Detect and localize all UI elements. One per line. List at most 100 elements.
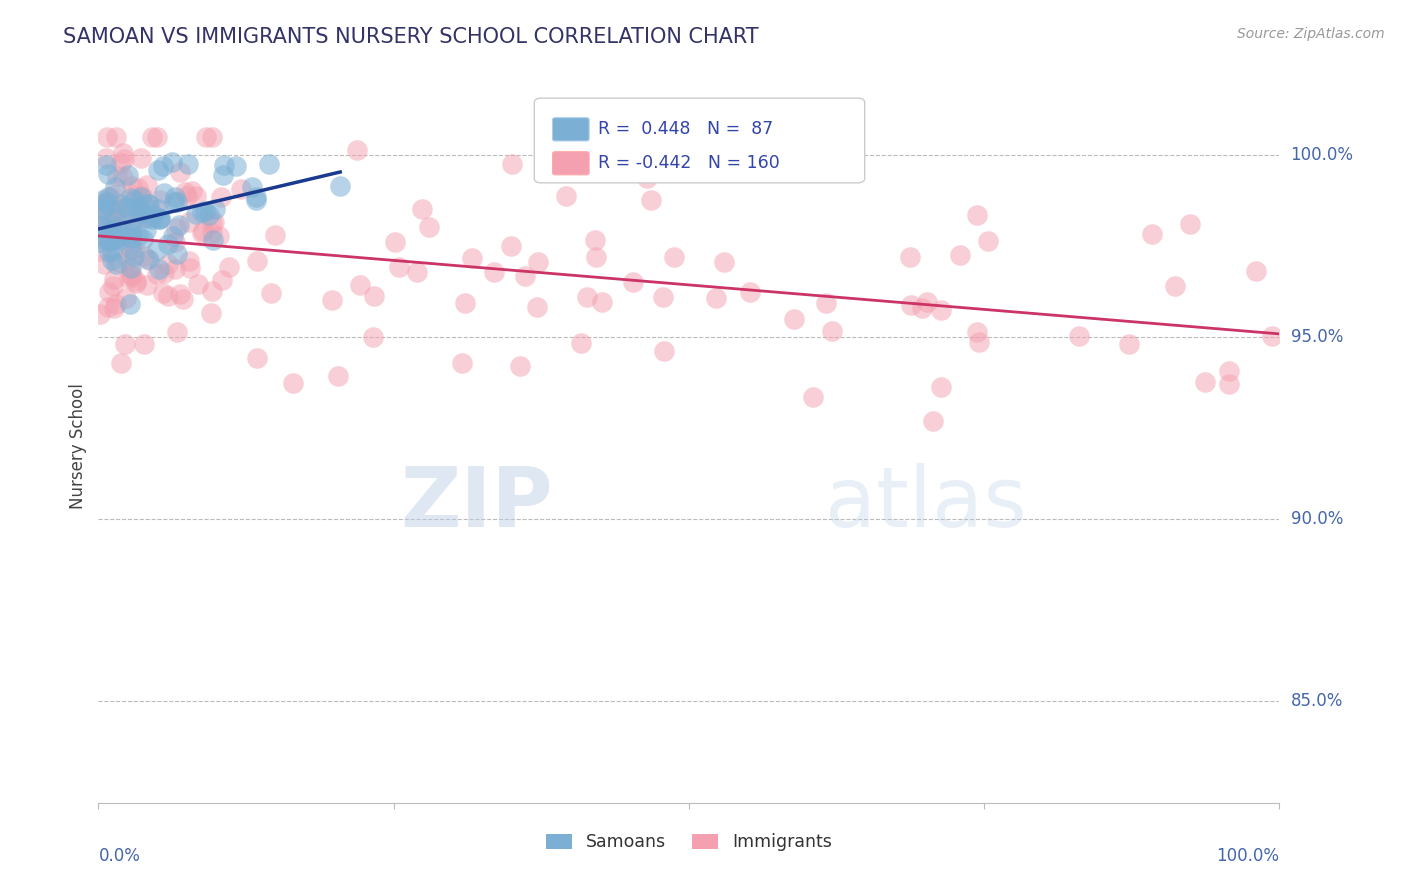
Point	[166, 194, 188, 209]
Point	[115, 292, 138, 306]
Point	[97, 300, 120, 314]
Point	[176, 189, 198, 203]
Point	[97, 167, 120, 181]
Point	[363, 330, 385, 344]
Point	[583, 232, 606, 246]
Point	[112, 223, 135, 237]
Point	[129, 151, 152, 165]
Point	[120, 226, 142, 240]
Point	[104, 180, 127, 194]
Point	[218, 260, 240, 275]
Point	[110, 155, 132, 169]
Point	[801, 390, 824, 404]
Point	[107, 254, 129, 268]
Point	[98, 234, 121, 248]
Point	[100, 244, 122, 258]
Point	[138, 252, 160, 267]
Point	[91, 193, 114, 207]
Point	[240, 180, 263, 194]
Point	[166, 325, 188, 339]
Point	[156, 257, 179, 271]
Point	[89, 212, 111, 227]
Point	[89, 218, 111, 232]
Point	[898, 250, 921, 264]
Point	[94, 196, 117, 211]
Point	[120, 191, 142, 205]
Point	[105, 219, 128, 234]
Point	[623, 275, 645, 289]
Point	[211, 168, 233, 182]
Point	[105, 257, 128, 271]
Point	[134, 336, 156, 351]
Point	[98, 190, 121, 204]
Point	[166, 247, 188, 261]
Point	[167, 218, 190, 232]
Point	[115, 251, 138, 265]
Point	[97, 197, 120, 211]
Point	[349, 277, 371, 292]
Text: R =  0.448   N =  87: R = 0.448 N = 87	[598, 120, 773, 138]
Point	[949, 248, 972, 262]
Text: 0.0%: 0.0%	[98, 847, 141, 865]
Point	[122, 242, 145, 256]
Point	[201, 226, 224, 240]
Point	[384, 235, 406, 249]
Point	[225, 159, 247, 173]
Point	[110, 227, 132, 241]
Point	[740, 285, 762, 299]
Point	[208, 228, 231, 243]
Point	[454, 295, 477, 310]
Point	[821, 324, 844, 338]
Point	[977, 234, 1000, 248]
Text: 90.0%: 90.0%	[1291, 510, 1343, 528]
Point	[93, 202, 115, 217]
Point	[1260, 329, 1282, 343]
Point	[418, 220, 440, 235]
Point	[184, 207, 207, 221]
Point	[120, 260, 142, 275]
Point	[460, 251, 482, 265]
Point	[201, 234, 224, 248]
Point	[118, 241, 141, 255]
Point	[97, 190, 120, 204]
Point	[229, 182, 252, 196]
Point	[576, 290, 599, 304]
Point	[112, 152, 135, 166]
Point	[329, 179, 352, 194]
Point	[177, 254, 200, 268]
Point	[194, 204, 217, 219]
Point	[527, 254, 550, 268]
Point	[921, 414, 943, 428]
Point	[114, 337, 136, 351]
Point	[169, 286, 191, 301]
Point	[141, 129, 163, 144]
Point	[201, 284, 224, 298]
Point	[165, 221, 187, 235]
Point	[591, 295, 613, 310]
Point	[1164, 279, 1187, 293]
Point	[90, 211, 112, 225]
Point	[112, 145, 135, 160]
Point	[105, 129, 128, 144]
Point	[363, 289, 385, 303]
Point	[108, 233, 131, 247]
Point	[141, 212, 163, 227]
Point	[120, 220, 142, 235]
Point	[128, 193, 150, 207]
Point	[484, 265, 506, 279]
Point	[138, 252, 160, 266]
Point	[117, 168, 139, 182]
Point	[152, 186, 174, 201]
Point	[501, 239, 523, 253]
Point	[156, 237, 179, 252]
Point	[281, 376, 304, 391]
Point	[451, 356, 474, 370]
Text: Source: ZipAtlas.com: Source: ZipAtlas.com	[1237, 27, 1385, 41]
Point	[153, 266, 176, 280]
Point	[120, 296, 142, 310]
Point	[129, 190, 152, 204]
Point	[900, 298, 922, 312]
Y-axis label: Nursery School: Nursery School	[69, 383, 87, 509]
Point	[191, 224, 214, 238]
Point	[118, 271, 141, 285]
